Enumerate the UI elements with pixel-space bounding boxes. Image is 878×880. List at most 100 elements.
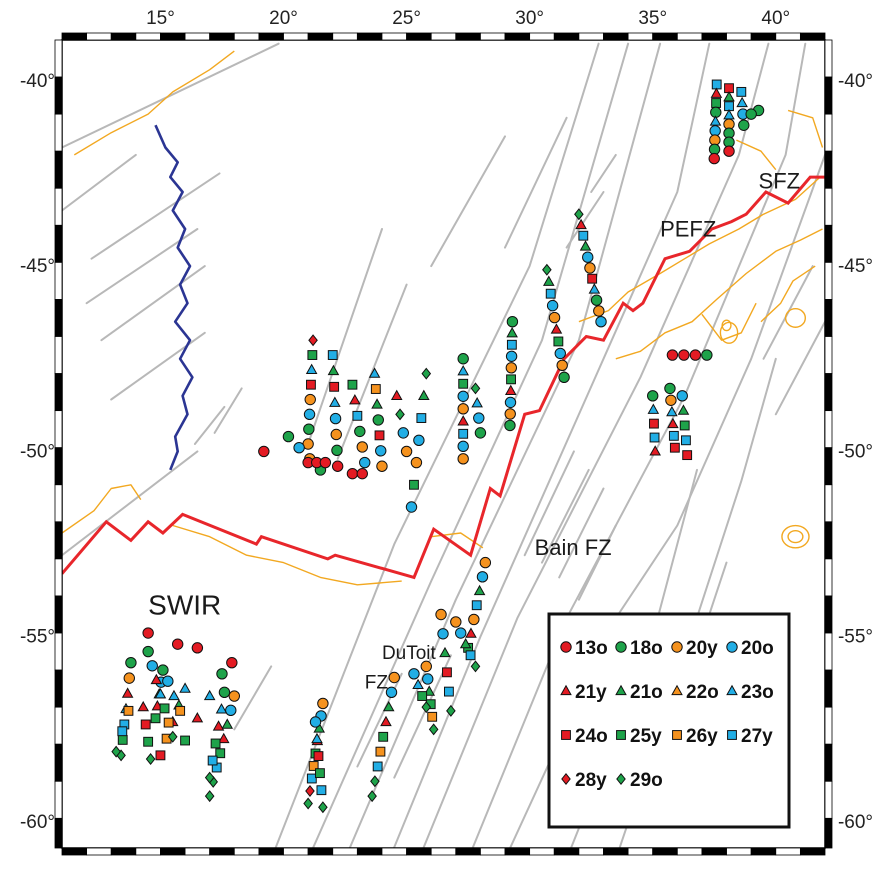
frame-segment-bottom (750, 847, 777, 856)
bathymetry-contour (760, 265, 816, 323)
frame-segment-bottom (430, 847, 457, 856)
pick-square (159, 703, 170, 714)
pick-square (117, 734, 128, 745)
legend-circle-orange (671, 641, 683, 653)
pick-circle (595, 315, 607, 328)
fracture-line (430, 135, 506, 268)
legend-label: 21o (630, 682, 663, 703)
pick-square (155, 750, 166, 761)
frame-segment-bottom (135, 847, 161, 856)
y-tick-label-left: -50° (20, 441, 55, 462)
frame-segment-bottom (332, 847, 358, 856)
pick-square (175, 705, 186, 716)
pick-circle (708, 152, 720, 165)
plate-track-line (154, 124, 194, 471)
frame-segment-top (676, 32, 703, 41)
pick-circle (647, 390, 659, 402)
pick-square (378, 731, 389, 742)
pick-triangle (677, 404, 690, 415)
ridge-axis-line (62, 175, 825, 580)
pick-circle (457, 403, 469, 415)
pick-diamond (370, 775, 380, 788)
legend-circle-green (615, 641, 627, 653)
map-frame (54, 32, 833, 856)
pick-square (352, 410, 363, 421)
frame-segment-top (652, 32, 678, 41)
fracture-line (213, 387, 243, 434)
bathymetry-contour (787, 109, 824, 148)
bathymetry-contour (615, 228, 823, 360)
legend-label: 26y (686, 726, 718, 747)
fracture-line (541, 468, 590, 564)
pick-circle (665, 394, 677, 406)
pick-circle (435, 608, 447, 621)
y-tick-label-left: -45° (20, 256, 55, 277)
pick-circle (329, 412, 342, 425)
fracture-line (62, 450, 199, 557)
frame-segment-top (430, 32, 457, 41)
pick-circle (385, 686, 398, 699)
pick-triangle (329, 396, 341, 407)
x-tick-label-top: 40° (761, 8, 790, 29)
frame-segment-top (307, 32, 334, 41)
fracture-line (62, 42, 280, 149)
pick-circle (474, 427, 487, 439)
frame-segment-top (86, 32, 112, 41)
pick-triangle (473, 584, 486, 596)
pick-circle (506, 315, 519, 328)
frame-segment-bottom (455, 847, 481, 856)
legend-label: 22o (686, 682, 719, 703)
frame-segment-top (726, 32, 752, 41)
pick-square (374, 430, 385, 441)
fracture-line (393, 654, 452, 779)
pick-square (370, 384, 381, 394)
bathymetry-contour (73, 50, 235, 156)
pick-square (372, 761, 383, 772)
pick-circle (504, 419, 516, 432)
pick-circle (457, 353, 469, 365)
pick-diamond (542, 263, 552, 276)
pick-triangle (575, 218, 587, 230)
frame-segment-top (799, 32, 826, 41)
pick-circle (457, 390, 469, 402)
pick-circle (356, 467, 368, 480)
pick-square (306, 773, 317, 784)
frame-segment-right (824, 299, 833, 337)
frame-segment-top (701, 32, 727, 41)
pick-square (458, 378, 469, 389)
pick-circle (123, 672, 135, 684)
fracture-line (348, 42, 662, 848)
pick-circle (331, 444, 343, 457)
y-tick-label-right: -45° (838, 256, 873, 277)
pick-square (140, 719, 151, 730)
pick-circle (375, 445, 387, 457)
pick-square (682, 450, 693, 461)
pick-circle (330, 428, 342, 441)
fracture-line (62, 153, 137, 212)
pick-triangle (471, 397, 483, 408)
fracture-line (307, 228, 383, 445)
frame-segment-left (54, 558, 63, 597)
frame-segment-right (824, 336, 833, 374)
pick-triangle (710, 87, 723, 98)
frame-segment-right (824, 113, 833, 152)
pick-square (711, 79, 722, 90)
pick-circle (504, 396, 517, 409)
pick-triangle (349, 394, 361, 405)
pick-triangle (666, 405, 678, 417)
magnetic-picks (111, 79, 765, 814)
pick-circle (142, 627, 154, 639)
frame-segment-bottom (480, 847, 506, 856)
x-tick-label-top: 25° (392, 8, 421, 29)
place-label-sfz: SFZ (759, 168, 801, 193)
bathymetry-contour (172, 524, 402, 586)
frame-segment-right (824, 632, 833, 671)
pick-circle (476, 571, 489, 583)
fracture-line (504, 116, 568, 249)
frame-segment-left (54, 521, 63, 560)
frame-segment-left (54, 299, 63, 337)
frame-segment-bottom (356, 847, 383, 856)
pick-square (308, 761, 319, 771)
pick-triangle (506, 326, 518, 338)
